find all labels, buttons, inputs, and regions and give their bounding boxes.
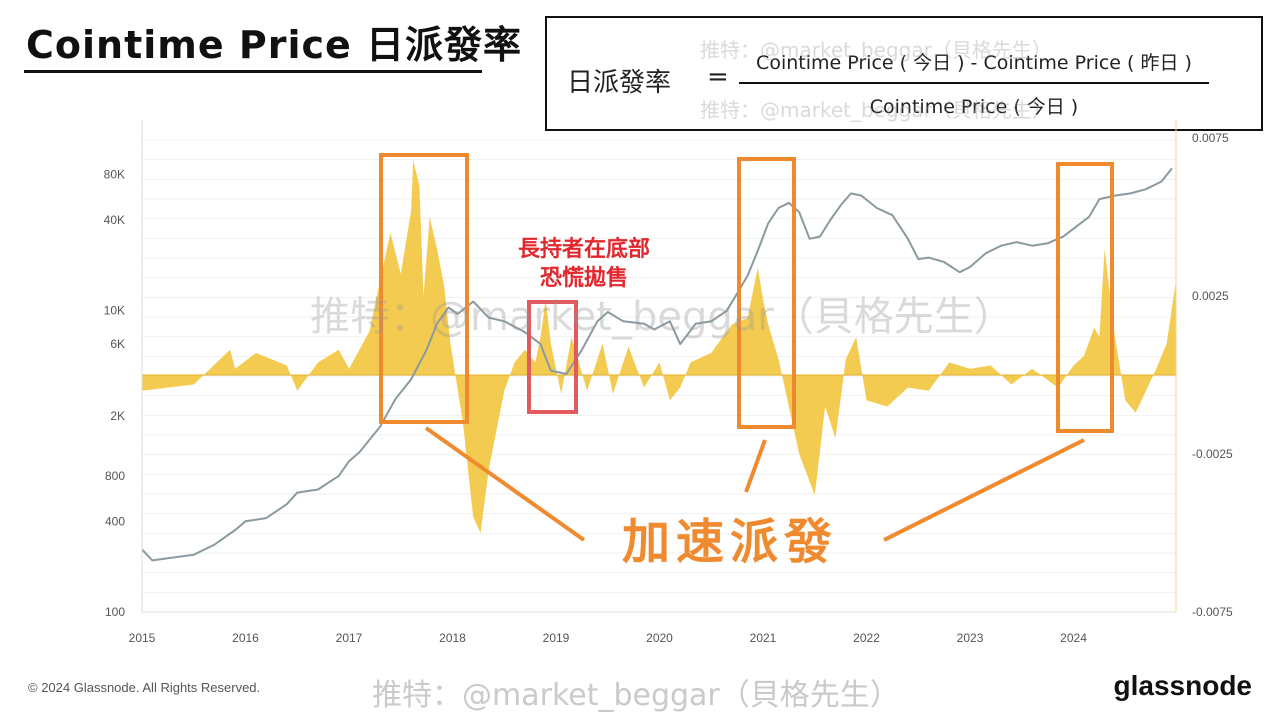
rate-area-layer [142,160,1176,533]
x-tick-label: 2022 [853,631,880,645]
x-tick-label: 2023 [957,631,984,645]
x-tick-label: 2015 [129,631,156,645]
annotation-panic-line2: 恐慌拋售 [540,265,628,291]
rate-area [142,160,1176,533]
y-left-tick-label: 40K [104,213,125,227]
highlight-box-2024 [1056,162,1114,433]
annotation-panic-line1: 長持者在底部 [518,236,650,262]
highlight-boxes [379,153,1114,433]
price-line [141,167,1173,562]
y-left-tick-label: 400 [105,514,125,528]
x-tick-label: 2020 [646,631,673,645]
formula-equals: = [707,62,729,92]
y-right-tick-label: -0.0025 [1192,447,1233,461]
y-left-tick-label: 80K [104,168,125,182]
y-left-tick-label: 800 [105,469,125,483]
x-tick-label: 2018 [439,631,466,645]
annotation-accelerate: 加速派發 [622,514,838,570]
chart-axes [141,120,1177,613]
watermark-formula-top: 推特：@market_beggar（貝格先生） [700,38,1052,62]
x-tick-label: 2017 [336,631,363,645]
y-right-tick-label: 0.0075 [1192,131,1229,145]
annotation-arrows [424,426,1085,542]
glassnode-logo: glassnode [1113,670,1252,701]
formula-lhs: 日派發率 [567,68,672,98]
y-left-tick-label: 2K [110,409,125,423]
formula-fraction-line [739,82,1209,84]
x-tick-label: 2024 [1060,631,1087,645]
arrow-line-middle [744,439,767,493]
chart-ticks: 2015 2016 2017 2018 2019 2020 2021 2022 2023 2024… [104,131,1233,645]
highlight-box-2017 [379,153,469,424]
y-left-tick-label: 100 [105,605,125,619]
copyright-text: © 2024 Glassnode. All Rights Reserved. [28,680,261,695]
formula-box: 日派發率 = Cointime Price ( 今日 ) - Cointime … [545,16,1263,131]
x-tick-label: 2021 [750,631,777,645]
page-title: Cointime Price 日派發率 [26,23,523,67]
y-right-tick-label: 0.0025 [1192,289,1229,303]
y-right-tick-label: -0.0075 [1192,605,1233,619]
watermark-formula-bottom: 推特：@market_beggar（貝格先生） [700,98,1052,122]
x-tick-label: 2019 [543,631,570,645]
title-underline [24,70,482,73]
watermark-bottom: 推特：@market_beggar（貝格先生） [372,678,900,713]
highlight-box-2021 [737,157,796,429]
price-line-layer [141,167,1173,562]
x-tick-label: 2016 [232,631,259,645]
y-left-tick-label: 6K [110,337,125,351]
arrow-line-right [883,438,1085,542]
highlight-box-2019 [527,300,578,414]
formula-denominator: Cointime Price ( 今日 ) [869,96,1079,118]
y-left-tick-label: 10K [104,304,125,318]
watermark-center: 推特：@market_beggar（貝格先生） [310,294,1014,340]
formula-numerator: Cointime Price ( 今日 ) - Cointime Price (… [756,52,1192,74]
arrow-line-left [424,426,586,542]
